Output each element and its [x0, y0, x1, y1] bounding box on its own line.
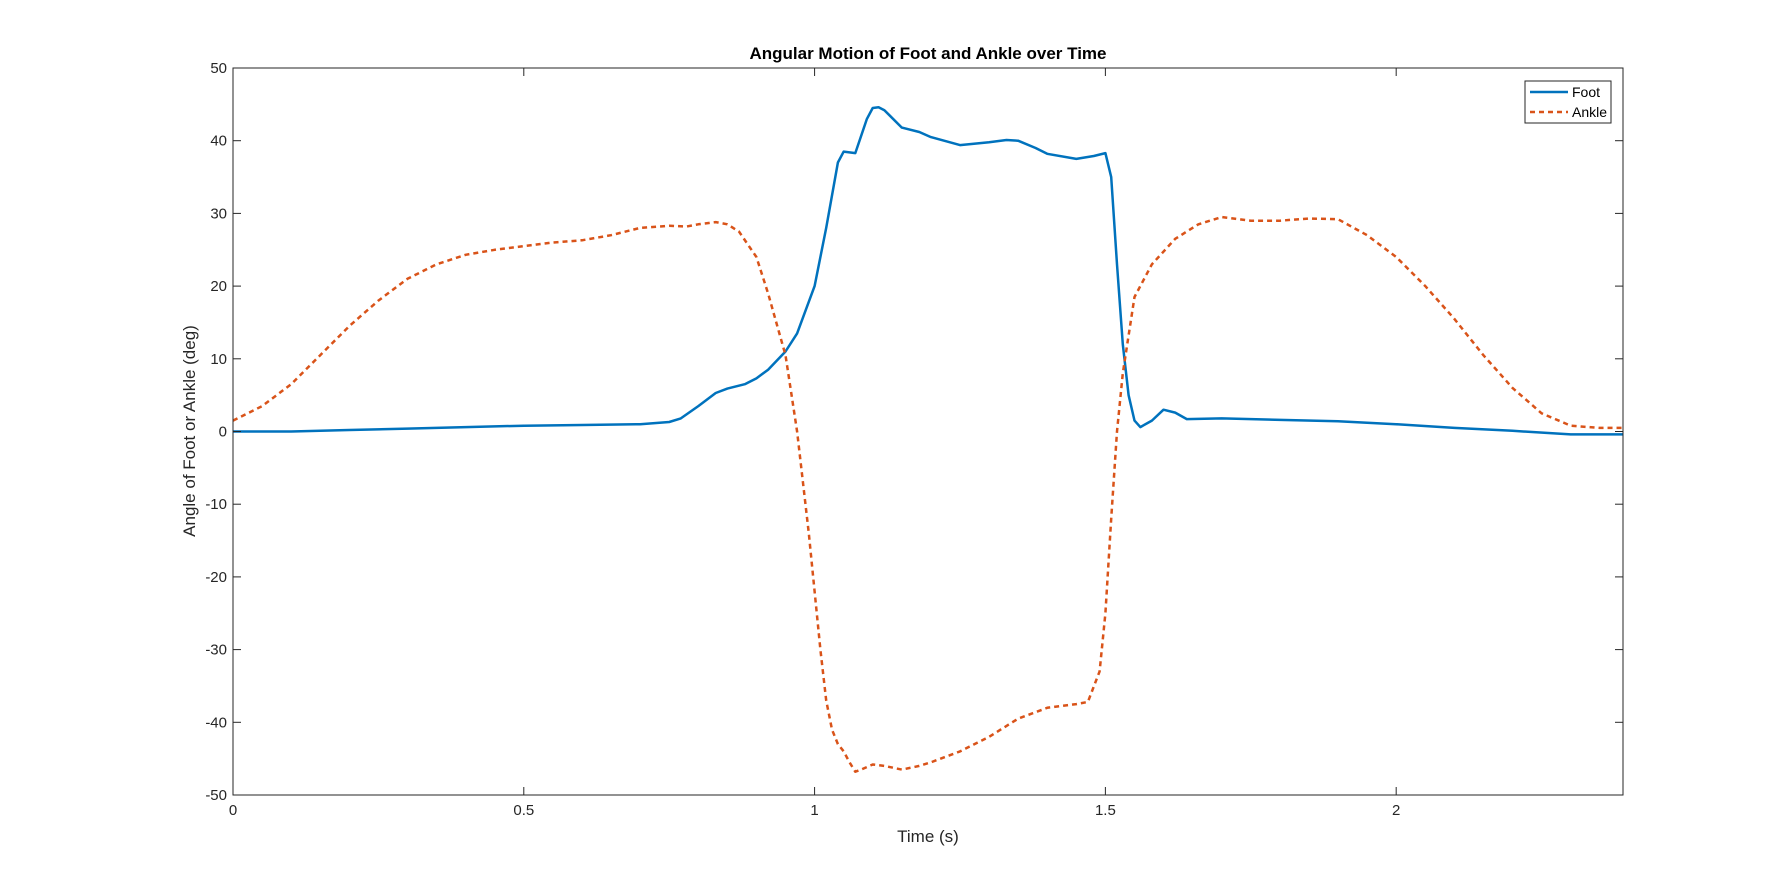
- y-tick-label: 10: [210, 351, 227, 368]
- series-layer: [232, 106, 1623, 773]
- series-line-foot: [233, 106, 1623, 436]
- x-tick-label: 0: [229, 802, 237, 819]
- y-tick-label: -30: [205, 642, 227, 659]
- x-axis-ticks: 0 0.5 1 1.5 2: [229, 68, 1400, 819]
- legend: Foot Ankle: [1524, 80, 1612, 124]
- y-tick-label: 50: [210, 60, 227, 77]
- y-tick-label: -10: [205, 496, 227, 513]
- y-tick-label: -40: [205, 714, 227, 731]
- y-tick-label: -20: [205, 569, 227, 586]
- x-tick-label: 1: [810, 802, 818, 819]
- chart-title: Angular Motion of Foot and Ankle over Ti…: [749, 44, 1106, 63]
- x-tick-label: 0.5: [513, 802, 534, 819]
- legend-label-ankle: Ankle: [1572, 104, 1607, 120]
- legend-label-foot: Foot: [1572, 84, 1600, 100]
- legend-box: [1524, 80, 1612, 124]
- y-axis-label: Angle of Foot or Ankle (deg): [180, 325, 199, 537]
- x-axis-label: Time (s): [897, 827, 959, 846]
- x-tick-label: 1.5: [1095, 802, 1116, 819]
- y-tick-label: 40: [210, 133, 227, 150]
- y-tick-label: 0: [219, 424, 227, 441]
- plot-area: [233, 68, 1623, 795]
- y-tick-label: 30: [210, 205, 227, 222]
- y-tick-label: -50: [205, 787, 227, 804]
- series-line-ankle: [232, 215, 1623, 773]
- y-axis-ticks: -50 -40 -30 -20 -10 0 10 20 30 40 50: [205, 60, 1623, 804]
- x-tick-label: 2: [1392, 802, 1400, 819]
- y-tick-label: 20: [210, 278, 227, 295]
